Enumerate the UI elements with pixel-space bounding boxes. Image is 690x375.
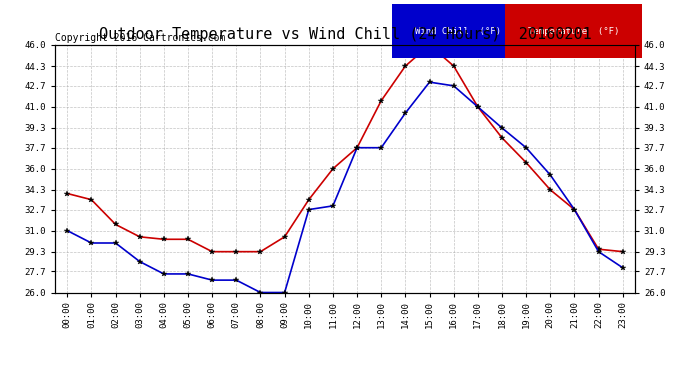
- Title: Outdoor Temperature vs Wind Chill (24 Hours)  20160201: Outdoor Temperature vs Wind Chill (24 Ho…: [99, 27, 591, 42]
- Text: Copyright 2016 Cartronics.com: Copyright 2016 Cartronics.com: [55, 33, 226, 42]
- Text: Wind Chill  (°F): Wind Chill (°F): [415, 27, 500, 36]
- Text: Temperature  (°F): Temperature (°F): [528, 27, 619, 36]
